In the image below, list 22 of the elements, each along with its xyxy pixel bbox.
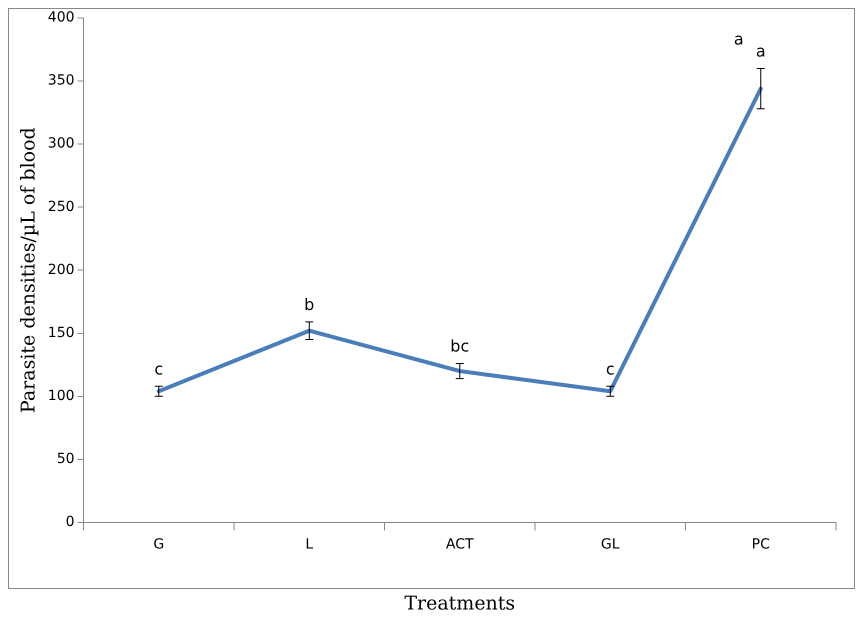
y-axis-title: Parasite densities/µL of blood <box>17 127 40 414</box>
x-tick-label: G <box>153 536 164 552</box>
y-tick-label: 250 <box>48 198 75 215</box>
y-tick-label: 400 <box>48 10 75 26</box>
y-tick-label: 300 <box>48 136 75 152</box>
annotation: a <box>734 30 744 49</box>
y-tick-label: 200 <box>48 262 75 278</box>
y-tick-label: 100 <box>48 388 75 404</box>
x-tick-label: ACT <box>446 536 474 552</box>
x-tick-label: GL <box>600 536 620 552</box>
x-axis-title: Treatments <box>404 592 516 615</box>
y-tick-label: 0 <box>66 514 75 530</box>
y-tick-label: 150 <box>48 324 75 341</box>
annotation: bc <box>450 336 470 356</box>
annotation: b <box>304 295 314 314</box>
x-tick-label: L <box>305 536 314 552</box>
y-tick-label: 350 <box>48 72 75 89</box>
annotation: c <box>154 359 164 378</box>
y-tick-label: 50 <box>56 450 75 467</box>
annotation: c <box>606 359 615 378</box>
x-tick-label: PC <box>752 536 770 552</box>
annotation: a <box>756 42 766 61</box>
